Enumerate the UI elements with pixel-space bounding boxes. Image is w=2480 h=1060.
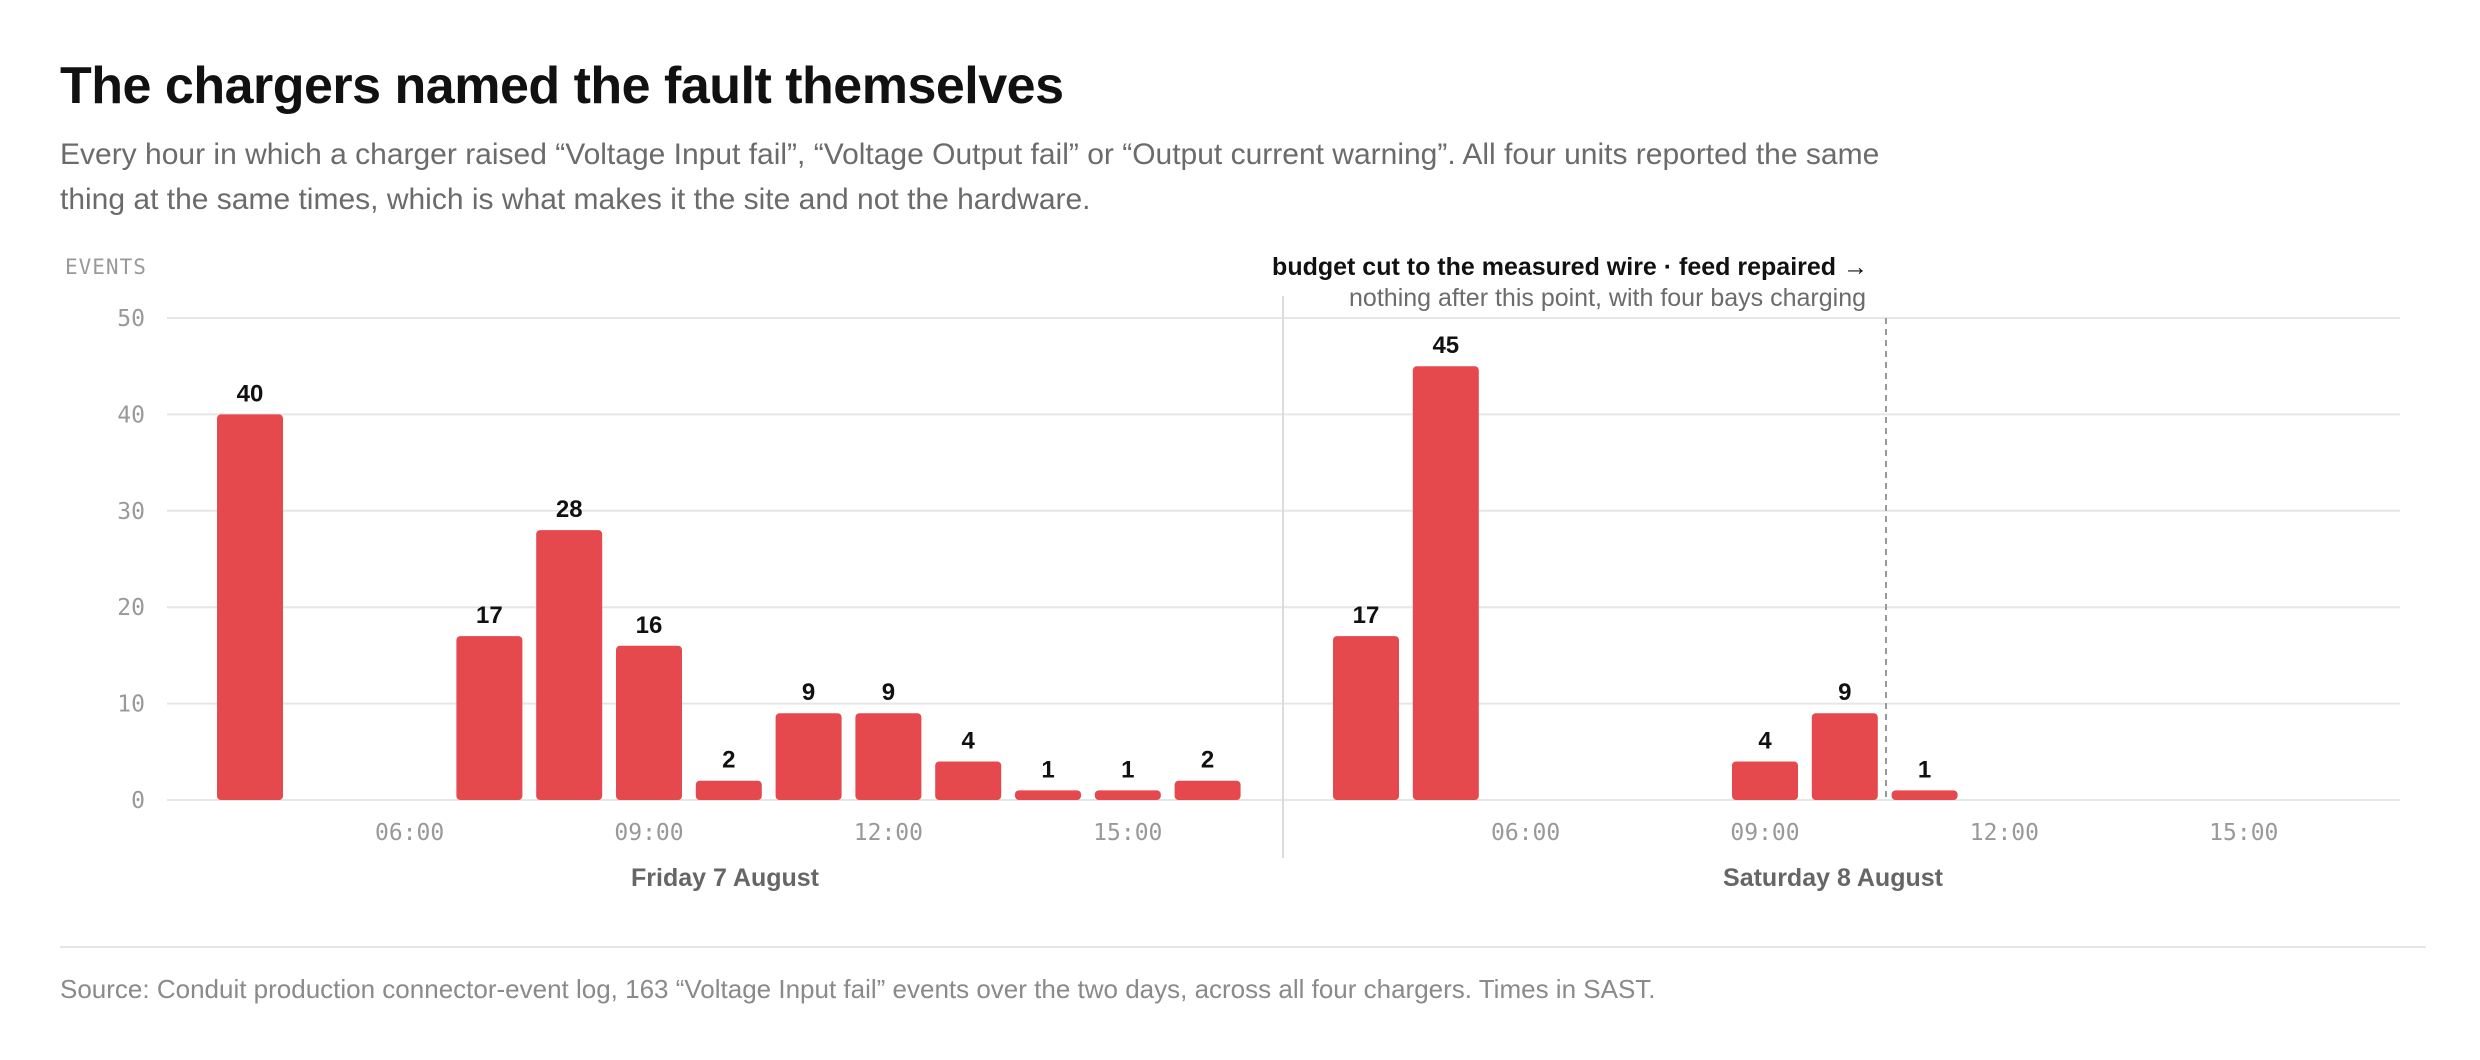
bar-value-label: 28 [556, 496, 583, 523]
bar [935, 761, 1002, 800]
bar [1094, 790, 1161, 800]
chart-subtitle: Every hour in which a charger raised “Vo… [60, 138, 1880, 216]
y-axis-ticks: 0 10 20 30 40 50 [117, 306, 145, 814]
bars [217, 366, 1958, 800]
bar-value-label: 40 [237, 380, 264, 407]
day-label: Saturday 8 August [1723, 864, 1944, 892]
bar-value-labels: 40 17 28 16 2 9 9 4 1 1 2 17 45 4 9 1 [237, 332, 1932, 783]
y-tick-label: 10 [117, 692, 145, 718]
x-tick-label: 12:00 [854, 820, 923, 846]
bar [1811, 713, 1878, 800]
x-tick-label: 09:00 [614, 820, 683, 846]
bar-value-label: 17 [1353, 602, 1380, 629]
x-tick-label: 06:00 [1491, 820, 1560, 846]
bar [1732, 761, 1798, 800]
bar-chart: EVENTS 0 10 20 30 40 50 40 17 28 16 2 9 9 4 1 1 2 17 45 4 9… [65, 253, 2400, 892]
x-tick-label: 09:00 [1730, 820, 1799, 846]
bar [1412, 366, 1479, 800]
x-axis-ticks: 06:00 09:00 12:00 15:00 06:00 09:00 12:00 15:00 [375, 820, 2278, 846]
bar [775, 713, 842, 800]
bar [1015, 790, 1081, 800]
source-note: Source: Conduit production connector-eve… [60, 974, 1656, 1004]
bar [536, 530, 603, 800]
bar-value-label: 2 [1201, 747, 1214, 774]
bar-value-label: 4 [962, 727, 976, 754]
bar-value-label: 1 [1918, 756, 1931, 783]
bar [616, 645, 682, 800]
x-tick-label: 12:00 [1970, 820, 2039, 846]
bar [695, 780, 762, 800]
bar-value-label: 9 [882, 679, 895, 706]
x-tick-label: 15:00 [2209, 820, 2278, 846]
bar [456, 636, 523, 800]
bar-value-label: 4 [1758, 727, 1772, 754]
bar [1333, 636, 1399, 800]
day-label: Friday 7 August [631, 864, 820, 892]
x-tick-label: 15:00 [1093, 820, 1162, 846]
y-tick-label: 40 [117, 402, 145, 428]
bar-value-label: 1 [1041, 756, 1054, 783]
bar-value-label: 9 [1838, 679, 1851, 706]
bar-value-label: 16 [636, 612, 663, 639]
y-tick-label: 20 [117, 595, 145, 621]
x-tick-label: 06:00 [375, 820, 444, 846]
bar-value-label: 17 [476, 602, 503, 629]
y-tick-label: 30 [117, 499, 145, 525]
bar-value-label: 45 [1432, 332, 1459, 359]
chart-title: The chargers named the fault themselves [60, 57, 1064, 115]
bar [1174, 780, 1241, 800]
footer-divider [60, 946, 2426, 948]
bar-value-label: 9 [802, 679, 815, 706]
bar-value-label: 1 [1121, 756, 1134, 783]
y-tick-label: 0 [131, 788, 145, 814]
bar [217, 414, 283, 800]
bar-value-label: 2 [722, 747, 735, 774]
y-axis-label: EVENTS [65, 255, 147, 279]
day-labels: Friday 7 August Saturday 8 August [631, 864, 1944, 892]
y-tick-label: 50 [117, 306, 145, 332]
bar [855, 713, 922, 800]
annotation-title: budget cut to the measured wire · feed r… [1272, 253, 1868, 281]
bar [1891, 790, 1958, 800]
annotation-note: nothing after this point, with four bays… [1349, 284, 1866, 312]
